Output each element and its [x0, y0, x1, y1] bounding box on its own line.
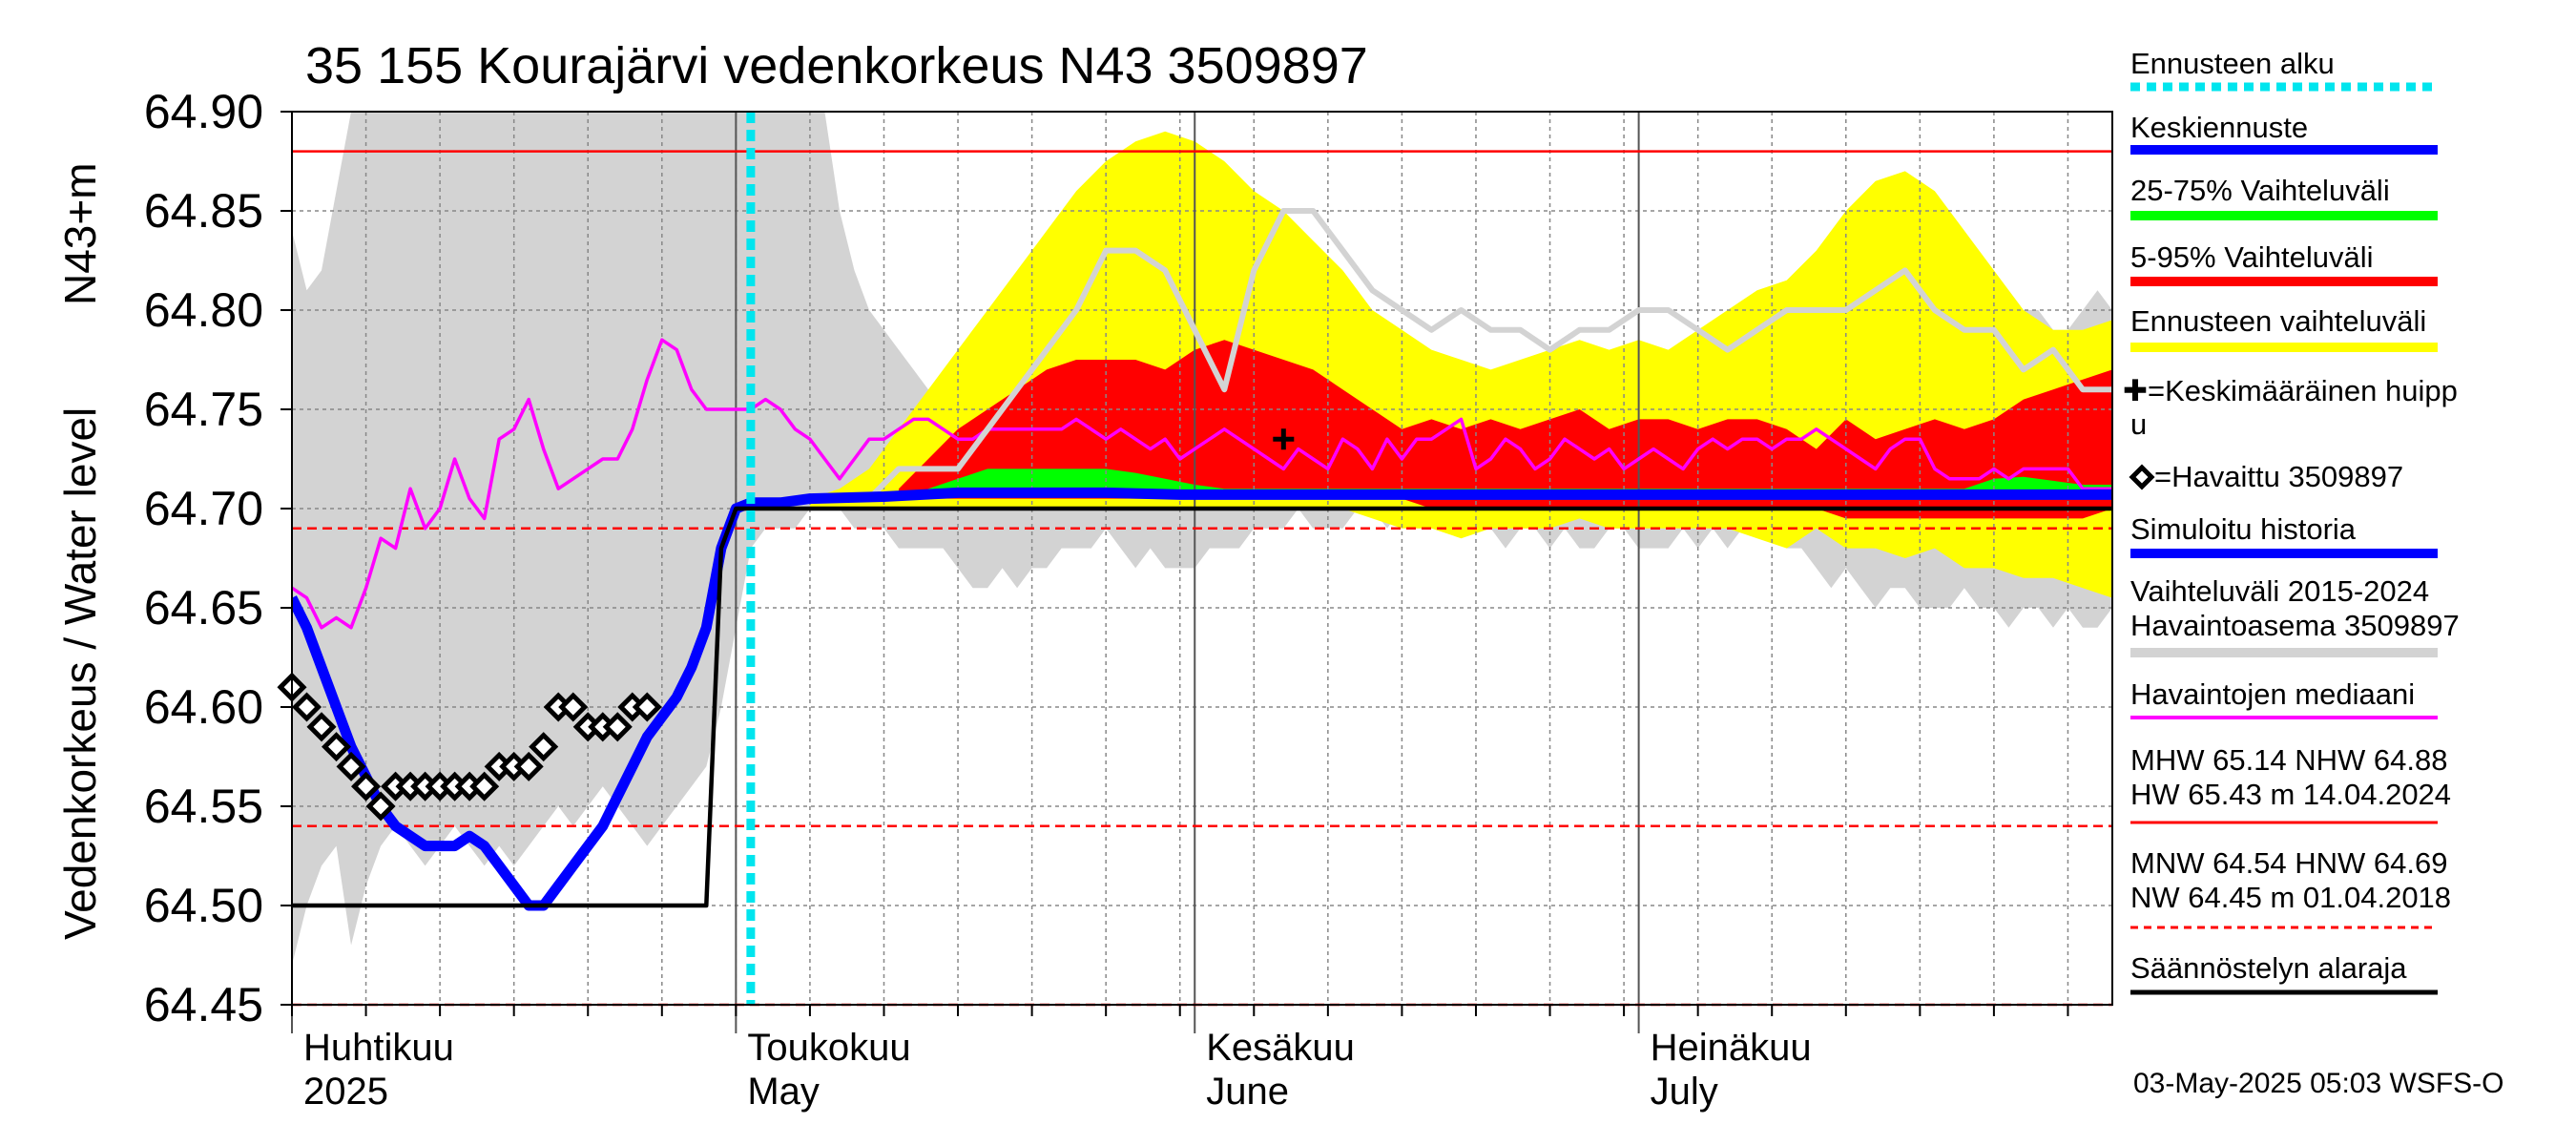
series-s-nn-stelyn-alaraja [292, 506, 2112, 908]
y-tick-label: 64.45 [144, 978, 263, 1031]
series-havaintojen-mediaani [292, 338, 2112, 630]
legend-label-range-station: Havaintoasema 3509897 [2130, 609, 2460, 642]
y-tick-labels: 64.90 64.85 64.80 64.75 64.70 64.65 64.60 64.55… [144, 85, 292, 1031]
y-tick-label: 64.65 [144, 581, 263, 635]
y-tick-label: 64.90 [144, 85, 263, 138]
observed-point [513, 751, 544, 781]
observed-point [365, 791, 396, 822]
legend-swatch-observed [2129, 464, 2155, 490]
legend-label-range-history: Vaihteluväli 2015-2024 [2130, 574, 2429, 608]
series-keskiennuste [292, 487, 2112, 911]
legend-label-hw: HW 65.43 m 14.04.2024 [2130, 778, 2451, 811]
y-tick-label: 64.75 [144, 383, 263, 436]
legend-label-mean-peak: ✚=Keskimääräinen huipp [2123, 374, 2458, 407]
month-label-en: May [747, 1071, 820, 1113]
month-label-fi: Kesäkuu [1206, 1027, 1355, 1069]
line-layer [292, 208, 2112, 911]
legend-label-forecast-range: Ennusteen vaihteluväli [2130, 304, 2426, 338]
legend-label-median: Havaintojen mediaani [2130, 677, 2415, 711]
legend-label-25-75: 25-75% Vaihteluväli [2130, 174, 2390, 207]
plot-frame [291, 111, 2113, 1006]
legend-label-nw: NW 64.45 m 01.04.2018 [2130, 881, 2451, 914]
month-label-en: June [1206, 1071, 1289, 1113]
legend-label-mhw: MHW 65.14 NHW 64.88 [2130, 743, 2448, 777]
legend-label-mean-peak-cont: u [2130, 407, 2147, 441]
observed-point [336, 751, 366, 781]
mean-peak-marker [1273, 428, 1295, 450]
month-label-fi: Heinäkuu [1651, 1027, 1812, 1069]
series-maximum-of-range-upper-grey-outline [750, 208, 2112, 502]
legend-label-mnw: MNW 64.54 HNW 64.69 [2130, 846, 2448, 880]
observed-point [469, 771, 500, 802]
observed-point [306, 712, 337, 742]
observed-point [632, 692, 662, 722]
legend-label-mean-forecast: Keskiennuste [2130, 111, 2308, 144]
y-tick-label: 64.70 [144, 482, 263, 535]
observed-point [291, 692, 322, 722]
month-label-en: July [1651, 1071, 1718, 1113]
legend-label-regulation-limit: Säännöstelyn alaraja [2130, 951, 2407, 985]
legend-label-observed: =Havaittu 3509897 [2154, 460, 2403, 493]
observed-point [558, 692, 589, 722]
legend: Ennusteen alku Keskiennuste 25-75% Vaiht… [2123, 47, 2460, 995]
observed-point [602, 712, 633, 742]
y-tick-label: 64.85 [144, 184, 263, 238]
month-label-fi: Huhtikuu [303, 1027, 454, 1069]
plot-area [277, 111, 2113, 1033]
y-tick-label: 64.50 [144, 879, 263, 932]
legend-label-simulated: Simuloitu historia [2130, 512, 2357, 546]
month-label-en: 2025 [303, 1071, 388, 1113]
legend-label-5-95: 5-95% Vaihteluväli [2130, 240, 2373, 274]
y-tick-label: 64.80 [144, 283, 263, 337]
legend-label-forecast-start: Ennusteen alku [2130, 47, 2335, 80]
band-vaihteluv-li-2015-2024-havaintoasema-3509897 [292, 112, 2112, 966]
chart-title: 35 155 Kourajärvi vedenkorkeus N43 35098… [305, 37, 1368, 94]
y-axis-label: Vedenkorkeus / Water level [55, 407, 105, 940]
observed-point [322, 732, 352, 762]
month-label-fi: Toukokuu [747, 1027, 910, 1069]
band-5-95-vaihteluv-li [899, 340, 2112, 519]
y-axis-unit-label: N43+m [55, 162, 105, 305]
observed-point [351, 771, 382, 802]
y-tick-label: 64.55 [144, 780, 263, 833]
timestamp: 03-May-2025 05:03 WSFS-O [2133, 1068, 2504, 1099]
observed-point [529, 732, 559, 762]
y-tick-label: 64.60 [144, 680, 263, 734]
